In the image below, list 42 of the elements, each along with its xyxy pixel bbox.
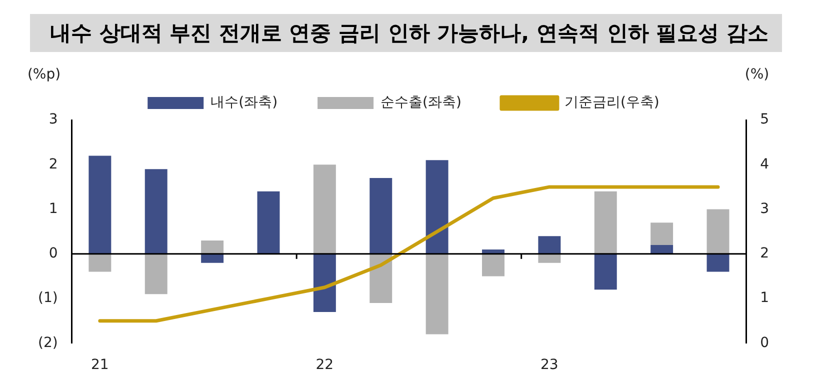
legend-label: 내수(좌축) xyxy=(210,94,278,111)
y-tick-label: (1) xyxy=(38,290,58,306)
bar xyxy=(426,254,448,334)
x-tick-label: 21 xyxy=(91,357,109,374)
legend-label: 순수출(좌축) xyxy=(380,94,462,111)
bar xyxy=(706,254,730,272)
y-tick-label: 0 xyxy=(48,246,58,262)
bar xyxy=(706,209,730,254)
bar xyxy=(257,191,280,254)
x-tick-label: 23 xyxy=(540,357,558,374)
y2-tick-label: 4 xyxy=(760,156,770,172)
bar xyxy=(88,156,112,254)
bar xyxy=(201,254,224,263)
bar xyxy=(594,191,617,254)
bar xyxy=(538,254,561,263)
bar xyxy=(313,254,336,312)
x-tick-label: 22 xyxy=(316,357,334,374)
y-tick-label: 2 xyxy=(48,156,58,172)
y2-tick-label: 2 xyxy=(760,246,770,262)
chart-title: 내수 상대적 부진 전개로 연중 금리 인하 가능하나, 연속적 인하 필요성 감소 xyxy=(30,14,782,52)
bar xyxy=(594,254,617,290)
bar xyxy=(201,240,224,254)
bar xyxy=(144,169,168,254)
y-axis-title: (%p) xyxy=(27,66,61,83)
bar xyxy=(650,222,674,245)
y2-tick-label: 3 xyxy=(760,200,770,217)
y2-tick-label: 0 xyxy=(760,334,770,351)
y-tick-label: (2) xyxy=(38,334,58,351)
bar xyxy=(538,236,561,254)
y2-tick-label: 1 xyxy=(760,290,770,306)
y-tick-label: 1 xyxy=(48,200,58,217)
y2-tick-label: 5 xyxy=(760,112,770,128)
bar xyxy=(370,254,392,304)
bar xyxy=(313,164,336,254)
legend-label: 기준금리(우축) xyxy=(564,94,660,111)
y2-axis-title: (%) xyxy=(744,66,770,83)
bar xyxy=(370,178,392,254)
bar xyxy=(426,160,448,254)
bar xyxy=(482,254,504,276)
bar xyxy=(88,254,112,272)
y-tick-label: 3 xyxy=(48,112,58,128)
bar xyxy=(144,254,168,294)
